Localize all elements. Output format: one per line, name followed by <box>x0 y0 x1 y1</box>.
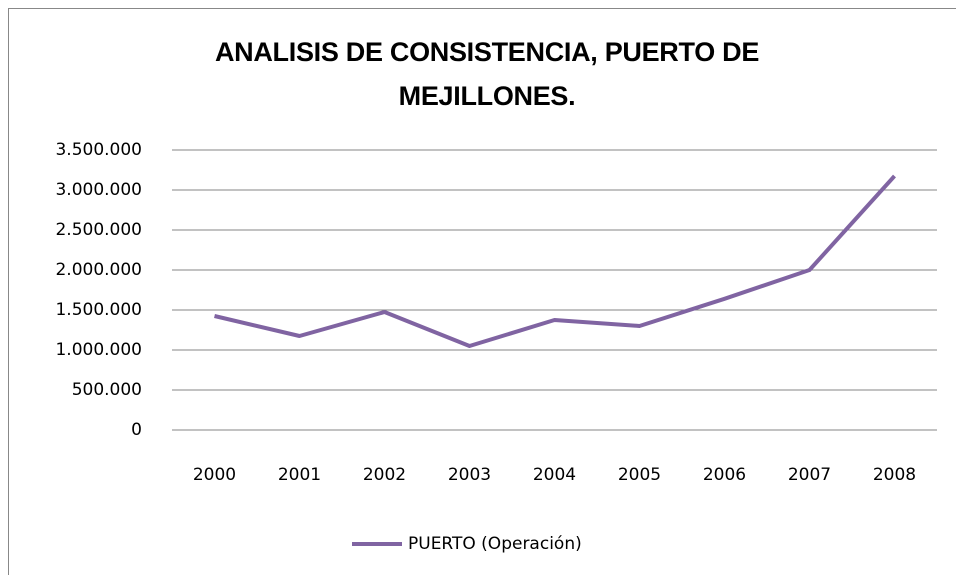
chart-border <box>8 8 956 575</box>
chart-title: ANALISIS DE CONSISTENCIA, PUERTO DE MEJI… <box>214 37 760 111</box>
y-tick-label: 0 <box>131 420 142 440</box>
x-tick-label: 2003 <box>448 465 491 485</box>
x-tick-label: 2002 <box>363 465 406 485</box>
data-line <box>214 174 896 348</box>
y-tick-label: 2.000.000 <box>55 260 142 280</box>
x-tick-label: 2006 <box>703 465 746 485</box>
y-tick-label: 2.500.000 <box>55 220 142 240</box>
x-tick-label: 2008 <box>873 465 916 485</box>
y-tick-label: 500.000 <box>72 380 142 400</box>
y-tick-label: 3.500.000 <box>55 140 142 160</box>
x-tick-label: 2007 <box>788 465 831 485</box>
y-tick-label: 3.000.000 <box>55 180 142 200</box>
x-tick-label: 2004 <box>533 465 576 485</box>
x-tick-label: 2005 <box>618 465 661 485</box>
y-tick-label: 1.000.000 <box>55 340 142 360</box>
x-tick-label: 2001 <box>278 465 321 485</box>
y-tick-label: 1.500.000 <box>55 300 142 320</box>
legend-label: PUERTO (Operación) <box>408 534 582 554</box>
x-tick-label: 2000 <box>193 465 236 485</box>
